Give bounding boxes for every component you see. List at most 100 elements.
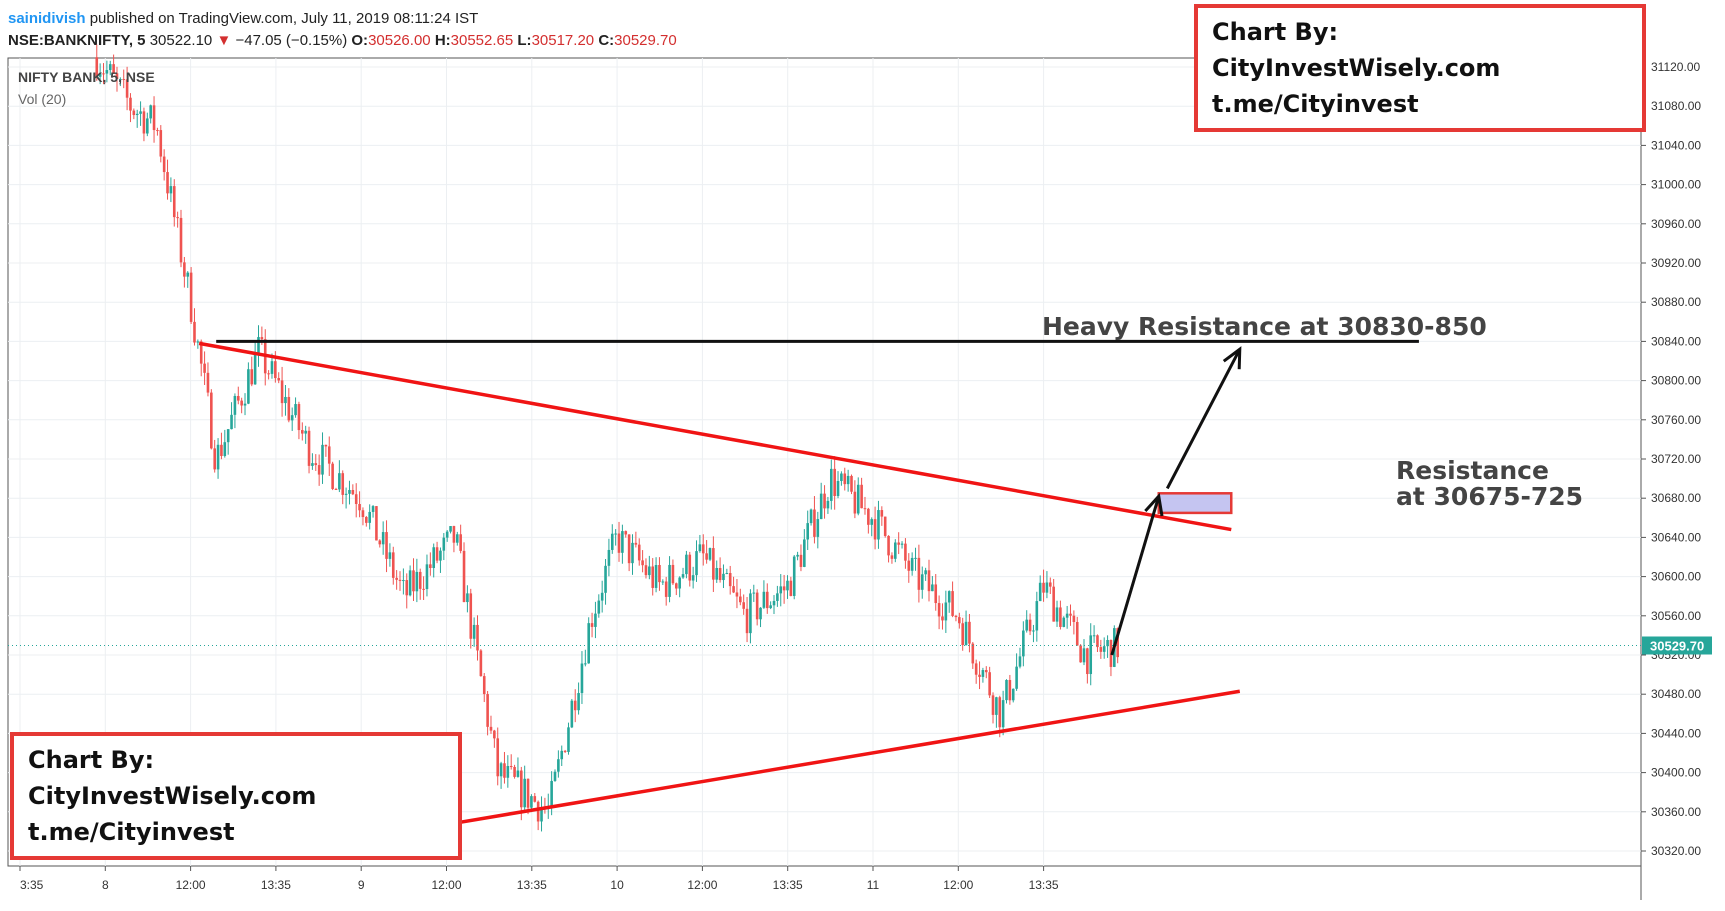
candle-body: [681, 574, 685, 578]
candle-body: [742, 602, 745, 609]
price-tick-label: 30360.00: [1651, 805, 1701, 819]
candle-body: [971, 643, 975, 664]
candle-body: [631, 542, 634, 564]
candle-body: [873, 519, 877, 540]
candle-body: [937, 603, 941, 617]
candle-body: [809, 509, 813, 524]
candle-body: [402, 580, 405, 582]
time-tick-label: 12:00: [687, 878, 717, 892]
candle-body: [887, 535, 890, 556]
candle-body: [715, 567, 719, 580]
publish-line: sainidivish published on TradingView.com…: [8, 8, 677, 30]
candle-body: [961, 623, 964, 646]
candle-body: [1116, 628, 1119, 658]
candle-body: [119, 79, 122, 81]
down-arrow-icon: ▼: [216, 32, 232, 49]
symbol-label: NSE:BANKNIFTY, 5: [8, 32, 146, 49]
pane-title: NIFTY BANK, 5, NSE: [18, 69, 155, 85]
candle-body: [964, 621, 968, 646]
candle-body: [203, 363, 206, 373]
candle-body: [284, 396, 287, 404]
watermark-site: Chart By: CityInvestWisely.com: [1212, 18, 1501, 82]
candle-body: [297, 404, 301, 431]
resistance-zone-box[interactable]: [1157, 492, 1233, 515]
candle-body: [776, 593, 779, 601]
price-axis[interactable]: 31120.00 31080.00 31040.00 31000.00 30960.00…: [1641, 60, 1701, 858]
candle-body: [176, 217, 179, 219]
upper-trendline[interactable]: [198, 341, 1232, 532]
volume-label: Vol (20): [18, 91, 66, 107]
arrow-head: [1144, 492, 1164, 517]
candle-body: [765, 591, 769, 609]
candle-body: [1048, 582, 1052, 587]
candle-body: [250, 369, 254, 385]
candle-body: [728, 573, 732, 587]
price-tick-label: 30720.00: [1651, 452, 1701, 466]
price-tick-label: 30640.00: [1651, 530, 1701, 544]
watermark-top-right: Chart By: CityInvestWisely.com t.me/City…: [1194, 4, 1646, 132]
candle-body: [806, 523, 810, 540]
candle-body: [701, 544, 705, 554]
candle-body: [331, 463, 334, 489]
candle-body: [334, 488, 338, 490]
candle-body: [482, 676, 486, 695]
candle-body: [324, 444, 328, 447]
price-tick-label: 30880.00: [1651, 295, 1701, 309]
candle-body: [567, 727, 570, 752]
candle-body: [799, 554, 803, 567]
candle-body: [739, 596, 742, 603]
candle-body: [513, 766, 516, 777]
candle-body: [1089, 635, 1093, 675]
candle-body: [661, 581, 665, 583]
candle-body: [358, 504, 361, 511]
candle-body: [897, 542, 900, 545]
candle-body: [573, 700, 577, 711]
candle-body: [577, 693, 580, 711]
candle-body: [749, 593, 752, 634]
arrow-shaft: [1165, 348, 1242, 490]
lower-trendline[interactable]: [446, 689, 1241, 827]
candle-body: [479, 650, 483, 677]
close-label: C:: [598, 32, 615, 49]
candle-body: [607, 549, 611, 566]
candle-body: [540, 807, 543, 822]
candle-body: [489, 726, 493, 731]
candlestick-series: [95, 44, 1119, 832]
candle-body: [169, 186, 173, 194]
candle-body: [1011, 688, 1015, 701]
candle-body: [146, 118, 149, 134]
candle-body: [597, 600, 601, 614]
candle-body: [338, 473, 341, 490]
candle-body: [530, 796, 533, 808]
candle-body: [405, 580, 409, 596]
candle-body: [890, 555, 894, 559]
candle-body: [162, 156, 166, 173]
candle-body: [705, 553, 708, 560]
candle-body: [98, 73, 102, 77]
candle-body: [365, 517, 368, 523]
author-link[interactable]: sainidivish: [8, 10, 86, 27]
candle-body: [1018, 656, 1022, 667]
candle-body: [189, 272, 193, 322]
candle-body: [984, 670, 988, 673]
candle-body: [466, 593, 469, 603]
candle-body: [1059, 607, 1062, 627]
candle-body: [1028, 619, 1032, 632]
candle-body: [947, 591, 951, 603]
candle-body: [772, 600, 776, 606]
candle-body: [277, 378, 281, 381]
time-tick-label: 12:00: [176, 878, 206, 892]
close-value: 30529.70: [614, 32, 677, 49]
candle-body: [833, 468, 836, 497]
projection-arrows[interactable]: [1110, 346, 1242, 656]
watermark-telegram: t.me/Cityinvest: [1212, 90, 1419, 118]
candle-body: [152, 105, 156, 131]
candle-body: [958, 617, 961, 624]
candle-body: [520, 770, 523, 808]
candle-body: [769, 605, 772, 609]
price-tick-label: 31080.00: [1651, 99, 1701, 113]
time-axis[interactable]: 3:35 8 12:00 13:35 9 12:00 13:35 10 12:00 13:35 11…: [19, 866, 1059, 892]
candle-body: [637, 544, 641, 561]
candle-body: [166, 172, 169, 194]
